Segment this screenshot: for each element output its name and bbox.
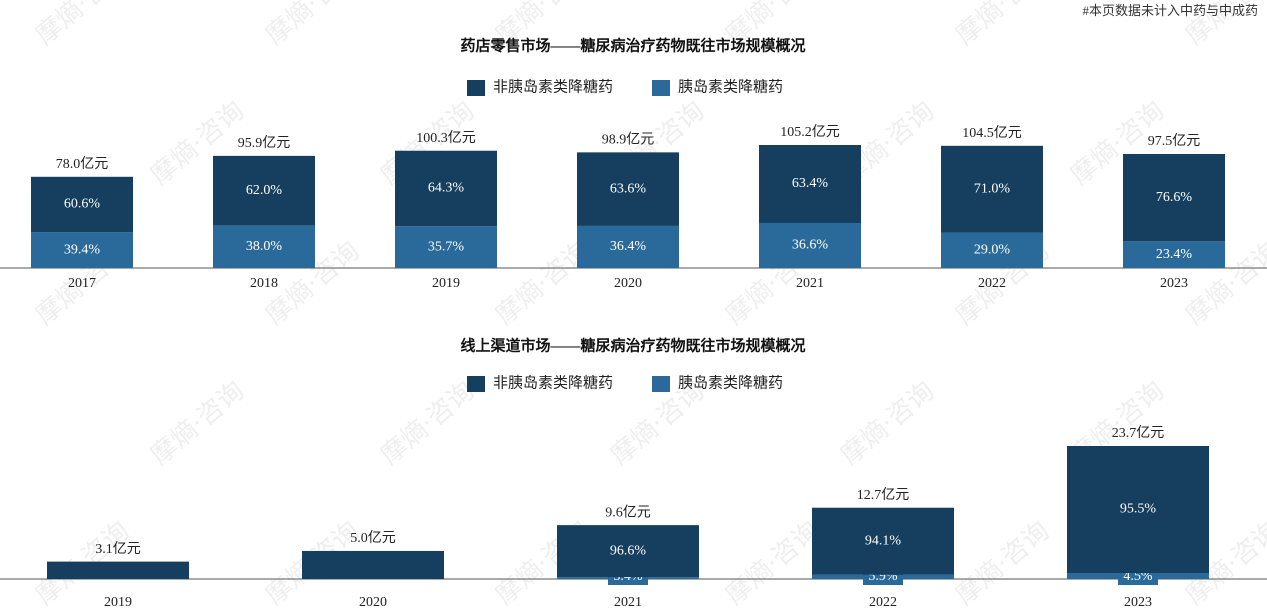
- bar-segment: [213, 225, 315, 268]
- bar-segment: [577, 225, 679, 268]
- bar-segment: [395, 150, 497, 227]
- watermark: 摩熵·咨询: [145, 376, 250, 471]
- bar-segment: [577, 152, 679, 226]
- x-tick-label: 2022: [978, 276, 1006, 291]
- legend-label: 胰岛素类降糖药: [678, 78, 783, 95]
- total-label: 104.5亿元: [962, 125, 1022, 141]
- bar: [302, 550, 444, 579]
- watermark: 摩熵·咨询: [30, 0, 135, 51]
- segment-label: 96.6%: [610, 543, 647, 558]
- watermark: 摩熵·咨询: [950, 516, 1055, 611]
- bar-segment: [941, 145, 1043, 233]
- segment-label: 94.1%: [865, 533, 902, 548]
- total-label: 95.9亿元: [238, 135, 291, 151]
- total-label: 105.2亿元: [780, 124, 840, 140]
- legend-swatch: [652, 80, 670, 96]
- bar-segment: [31, 232, 133, 268]
- x-tick-label: 2020: [359, 595, 387, 610]
- total-label: 97.5亿元: [1148, 133, 1201, 149]
- total-label: 12.7亿元: [857, 487, 910, 503]
- segment-label: 63.6%: [610, 181, 647, 196]
- bar-segment: [941, 232, 1043, 268]
- bar-segment: [557, 525, 699, 578]
- x-tick-label: 2021: [614, 595, 642, 610]
- total-label: 3.1亿元: [95, 541, 141, 557]
- total-label: 100.3亿元: [416, 130, 476, 146]
- segment-label: 95.5%: [1120, 502, 1157, 517]
- legend-label: 非胰岛素类降糖药: [493, 374, 613, 391]
- total-label: 98.9亿元: [602, 132, 655, 148]
- segment-label: 71.0%: [974, 181, 1011, 196]
- bar-segment: [1067, 446, 1209, 574]
- watermark: 摩熵·咨询: [720, 516, 825, 611]
- bar-segment: [759, 222, 861, 268]
- segment-label: 35.7%: [428, 239, 465, 254]
- bar-segment: [759, 145, 861, 223]
- total-label: 9.6亿元: [605, 504, 651, 520]
- segment-label: 63.4%: [792, 176, 829, 191]
- x-tick-label: 2018: [250, 276, 278, 291]
- segment-label: 39.4%: [64, 242, 101, 257]
- x-tick-label: 2021: [796, 276, 824, 291]
- segment-label: 64.3%: [428, 181, 465, 196]
- total-label: 5.0亿元: [350, 530, 396, 546]
- legend-label: 非胰岛素类降糖药: [493, 78, 613, 95]
- bar-segment: [31, 176, 133, 233]
- bar: [47, 561, 189, 579]
- bar-segment: [812, 507, 954, 575]
- legend-label: 胰岛素类降糖药: [678, 374, 783, 391]
- total-label: 78.0亿元: [56, 156, 109, 172]
- legend-swatch: [467, 80, 485, 96]
- bar-segment: [213, 155, 315, 226]
- chart-title: 药店零售市场——糖尿病治疗药物既往市场规模概况: [460, 36, 805, 54]
- legend-swatch: [467, 376, 485, 392]
- watermark: 摩熵·咨询: [260, 0, 365, 51]
- watermark: 摩熵·咨询: [950, 0, 1055, 51]
- x-tick-label: 2022: [869, 595, 897, 610]
- x-tick-label: 2023: [1124, 595, 1152, 610]
- segment-label: 36.6%: [792, 238, 829, 253]
- bar-segment: [1123, 241, 1225, 268]
- segment-label: 38.0%: [246, 239, 283, 254]
- x-tick-label: 2017: [68, 276, 96, 291]
- watermark: 摩熵·咨询: [835, 376, 940, 471]
- watermark: 摩熵·咨询: [375, 376, 480, 471]
- segment-label: 60.6%: [64, 197, 101, 212]
- segment-label: 76.6%: [1156, 190, 1193, 205]
- total-label: 23.7亿元: [1112, 425, 1165, 441]
- note: #本页数据未计入中药与中成药: [1082, 3, 1258, 18]
- segment-label: 23.4%: [1156, 247, 1193, 262]
- segment-label: 29.0%: [974, 243, 1011, 258]
- chart-title: 线上渠道市场——糖尿病治疗药物既往市场规模概况: [460, 336, 805, 354]
- bar-segment: [1123, 154, 1225, 242]
- legend-swatch: [652, 376, 670, 392]
- segment-label: 62.0%: [246, 183, 283, 198]
- x-tick-label: 2023: [1160, 276, 1188, 291]
- x-tick-label: 2020: [614, 276, 642, 291]
- x-tick-label: 2019: [432, 276, 460, 291]
- bar-segment: [395, 226, 497, 268]
- segment-label: 36.4%: [610, 239, 647, 254]
- x-tick-label: 2019: [104, 595, 132, 610]
